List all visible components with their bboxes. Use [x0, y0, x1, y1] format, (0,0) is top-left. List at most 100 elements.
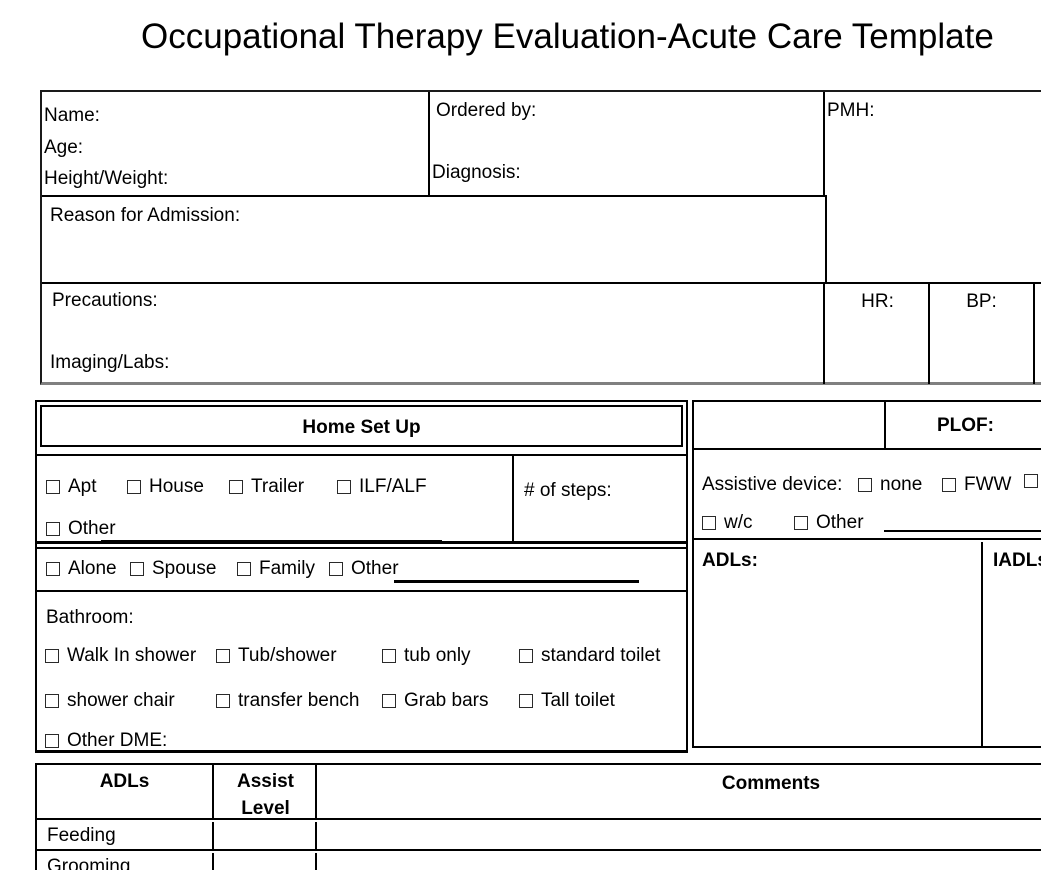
- checkbox-label: Family: [259, 558, 315, 579]
- lives-with-other-fill-line[interactable]: [394, 580, 639, 583]
- checkbox-label: ILF/ALF: [359, 476, 427, 497]
- age-label: Age:: [44, 136, 84, 158]
- checkbox-house[interactable]: [127, 480, 141, 494]
- bathroom-option: standard toilet: [519, 645, 660, 667]
- bathroom-option: Tall toilet: [519, 690, 615, 712]
- pmh-cell: PMH:: [825, 92, 1041, 282]
- precautions-cell: Precautions: Imaging/Labs:: [42, 284, 825, 384]
- checkbox-tub-shower[interactable]: [216, 649, 230, 663]
- checkbox-label: Tall toilet: [541, 690, 615, 711]
- bathroom-option: Tub/shower: [216, 645, 337, 667]
- residence-option: House: [127, 476, 204, 498]
- checkbox-alone[interactable]: [46, 562, 60, 576]
- checkbox-trailer[interactable]: [229, 480, 243, 494]
- name-age-height-cell: Name: Age: Height/Weight:: [42, 92, 430, 195]
- checkbox-label: Other DME:: [67, 730, 168, 751]
- adl-assist-table: ADLs Assist Level Comments Feeding Groom…: [35, 763, 1041, 870]
- pmh-label: PMH:: [827, 100, 875, 121]
- checkbox-label: Apt: [68, 476, 97, 497]
- adl-header-assist-level: Assist Level: [216, 765, 317, 819]
- checkbox-label: Alone: [68, 558, 117, 579]
- checkbox-label: w/c: [724, 512, 753, 533]
- checkbox-device-extra[interactable]: [1024, 474, 1038, 488]
- checkbox-walk-in-shower[interactable]: [45, 649, 59, 663]
- home-setup-header: Home Set Up: [40, 405, 683, 447]
- checkbox-label: FWW: [964, 474, 1012, 495]
- checkbox-label: tub only: [404, 645, 471, 666]
- checkbox-lives-other[interactable]: [329, 562, 343, 576]
- ordered-diagnosis-cell: Ordered by: Diagnosis:: [430, 92, 825, 195]
- checkbox-tall-toilet[interactable]: [519, 694, 533, 708]
- checkbox-shower-chair[interactable]: [45, 694, 59, 708]
- adl-table-header-row: ADLs Assist Level Comments: [37, 765, 1041, 820]
- iadls-label: IADLs:: [993, 550, 1041, 571]
- checkbox-fww[interactable]: [942, 478, 956, 492]
- bathroom-option: Grab bars: [382, 690, 488, 712]
- bp-cell: BP:: [930, 284, 1035, 384]
- name-label: Name:: [44, 105, 100, 126]
- device-option: FWW: [942, 474, 1011, 496]
- reason-for-admission-label: Reason for Admission:: [50, 205, 241, 226]
- checkbox-transfer-bench[interactable]: [216, 694, 230, 708]
- checkbox-other-dme[interactable]: [45, 734, 59, 748]
- imaging-labs-label: Imaging/Labs:: [50, 352, 170, 373]
- checkbox-device-other[interactable]: [794, 516, 808, 530]
- precautions-vitals-row: Precautions: Imaging/Labs: HR: BP:: [42, 282, 1041, 384]
- residence-other-option: Other: [46, 518, 116, 540]
- checkbox-spouse[interactable]: [130, 562, 144, 576]
- hr-label: HR:: [861, 291, 894, 312]
- assist-level-cell: [216, 853, 317, 870]
- checkbox-label: none: [880, 474, 923, 495]
- checkbox-tub-only[interactable]: [382, 649, 396, 663]
- lives-with-option: Spouse: [130, 558, 216, 580]
- checkbox-wc[interactable]: [702, 516, 716, 530]
- adl-row-label: Grooming: [37, 853, 214, 870]
- assistive-device-row: Assistive device: none FWW w/c Other: [694, 452, 1041, 540]
- device-option: [1024, 474, 1038, 488]
- device-option: none: [858, 474, 922, 496]
- checkbox-label: Other: [351, 558, 399, 579]
- lives-with-option: Other: [329, 558, 399, 580]
- checkbox-label: Other: [816, 512, 864, 533]
- bathroom-option: transfer bench: [216, 690, 359, 712]
- lives-with-row: Alone Spouse Family Other: [37, 547, 686, 592]
- adls-label: ADLs:: [702, 550, 758, 571]
- home-setup-table: Home Set Up Apt House Trailer ILF/ALF Ot…: [35, 400, 688, 753]
- residence-option: ILF/ALF: [337, 476, 427, 498]
- hr-cell: HR:: [827, 284, 930, 384]
- page-title: Occupational Therapy Evaluation-Acute Ca…: [141, 17, 994, 56]
- reason-for-admission-cell: Reason for Admission:: [42, 195, 827, 282]
- checkbox-label: House: [149, 476, 204, 497]
- checkbox-label: Spouse: [152, 558, 217, 579]
- checkbox-ilf-alf[interactable]: [337, 480, 351, 494]
- residence-row: Apt House Trailer ILF/ALF Other # of ste…: [37, 454, 686, 544]
- residence-option: Apt: [46, 476, 97, 498]
- other-dme-option: Other DME:: [45, 730, 167, 752]
- bathroom-option: tub only: [382, 645, 471, 667]
- checkbox-label: standard toilet: [541, 645, 661, 666]
- checkbox-label: Walk In shower: [67, 645, 197, 666]
- checkbox-family[interactable]: [237, 562, 251, 576]
- lives-with-option: Family: [237, 558, 315, 580]
- adl-header-comments: Comments: [721, 773, 821, 794]
- residence-other-fill-line[interactable]: [101, 540, 442, 542]
- height-weight-label: Height/Weight:: [44, 168, 169, 189]
- device-other-fill-line[interactable]: [884, 530, 1041, 532]
- bathroom-option: Walk In shower: [45, 645, 196, 667]
- assist-level-cell: [216, 822, 317, 849]
- checkbox-residence-other[interactable]: [46, 522, 60, 536]
- checkbox-label: Grab bars: [404, 690, 489, 711]
- bp-label: BP:: [966, 291, 997, 312]
- bathroom-option: shower chair: [45, 690, 175, 712]
- residence-option: Trailer: [229, 476, 304, 498]
- precautions-label: Precautions:: [52, 290, 158, 311]
- checkbox-standard-toilet[interactable]: [519, 649, 533, 663]
- bathroom-label: Bathroom:: [46, 607, 134, 628]
- checkbox-grab-bars[interactable]: [382, 694, 396, 708]
- checkbox-none[interactable]: [858, 478, 872, 492]
- device-option: Other: [794, 512, 864, 534]
- table-row: Feeding: [37, 822, 1041, 851]
- checkbox-label: Other: [68, 518, 116, 539]
- checkbox-apt[interactable]: [46, 480, 60, 494]
- checkbox-label: shower chair: [67, 690, 175, 711]
